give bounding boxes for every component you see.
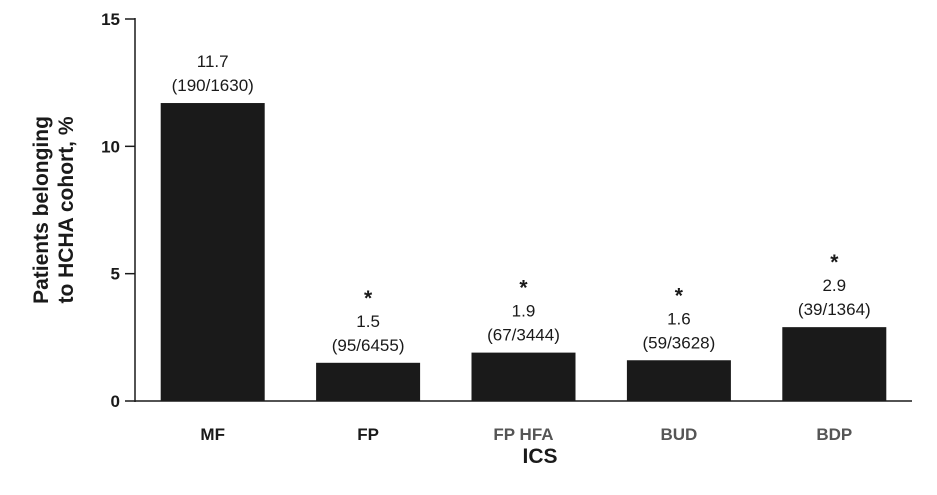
category-label: MF bbox=[200, 425, 225, 444]
count-label: (59/3628) bbox=[643, 333, 716, 352]
bar-bud bbox=[626, 360, 731, 401]
category-labels: MF FP FP HFA BUD BDP bbox=[200, 425, 852, 444]
y-tick-label: 0 bbox=[111, 392, 120, 411]
count-label: (39/1364) bbox=[798, 300, 871, 319]
y-axis-title-line-2: to HCHA cohort, % bbox=[55, 116, 78, 303]
y-tick-label: 5 bbox=[111, 265, 120, 284]
category-label: BDP bbox=[816, 425, 852, 444]
bar-mf bbox=[160, 103, 265, 401]
category-label: FP HFA bbox=[493, 425, 553, 444]
data-labels: (190/1630) 11.7 (95/6455) 1.5 * (67/3444) 1.9 *… bbox=[172, 52, 871, 355]
bar-bdp bbox=[782, 327, 887, 401]
y-ticks: 0 5 10 15 bbox=[101, 10, 135, 411]
bar-fp-hfa bbox=[471, 352, 576, 401]
count-label: (95/6455) bbox=[332, 336, 405, 355]
y-axis-title: Patients belonging to HCHA cohort, % bbox=[30, 116, 78, 304]
category-label: FP bbox=[357, 425, 379, 444]
significance-marker: * bbox=[364, 287, 373, 310]
y-axis-title-line-1: Patients belonging bbox=[30, 116, 53, 304]
y-tick-label: 10 bbox=[101, 137, 120, 156]
x-axis-title: ICS bbox=[522, 445, 557, 468]
significance-marker: * bbox=[519, 277, 528, 300]
category-label: BUD bbox=[660, 425, 697, 444]
bars bbox=[160, 103, 887, 401]
value-label: 1.5 bbox=[356, 312, 380, 331]
y-tick-label: 15 bbox=[101, 10, 120, 29]
value-label: 1.6 bbox=[667, 309, 691, 328]
value-label: 2.9 bbox=[822, 276, 846, 295]
value-label: 11.7 bbox=[197, 52, 229, 71]
significance-marker: * bbox=[675, 284, 684, 307]
bar-fp bbox=[316, 362, 421, 401]
count-label: (67/3444) bbox=[487, 326, 560, 345]
significance-marker: * bbox=[830, 251, 839, 274]
count-label: (190/1630) bbox=[172, 76, 254, 95]
value-label: 1.9 bbox=[512, 302, 536, 321]
